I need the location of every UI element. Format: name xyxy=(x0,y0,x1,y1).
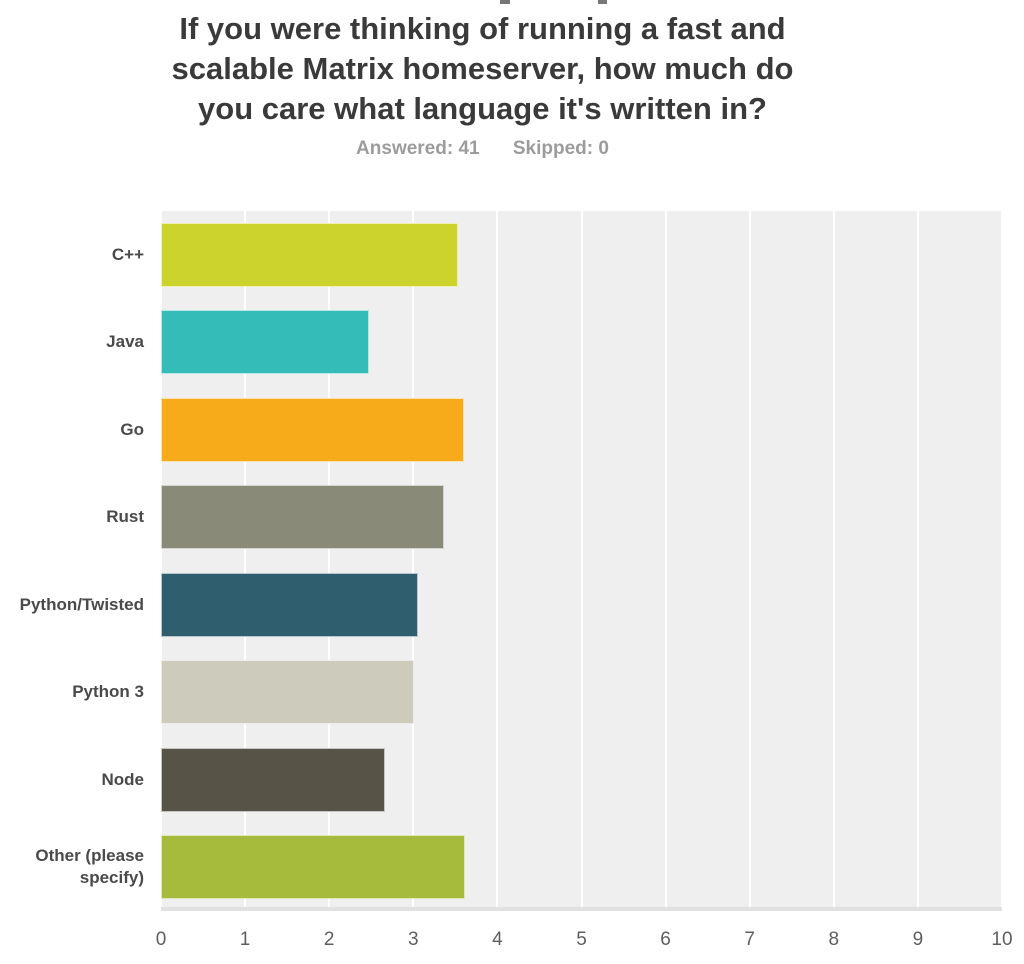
bar xyxy=(161,660,415,724)
clipped-text-artifact xyxy=(598,0,607,4)
response-summary: Answered: 41 Skipped: 0 xyxy=(0,138,965,160)
x-axis-tick-label: 2 xyxy=(323,929,335,950)
bar xyxy=(161,835,466,899)
bar xyxy=(161,485,445,549)
bar xyxy=(161,397,464,462)
question-title-line: you care what language it's written in? xyxy=(198,91,767,126)
x-axis-labels: 0 1 2 3 4 5 6 7 8 9 10 xyxy=(156,929,1013,953)
skipped-count: Skipped: 0 xyxy=(512,138,609,159)
category-label: Rust xyxy=(106,507,144,527)
gridline xyxy=(496,211,499,907)
x-axis-tick-label: 10 xyxy=(991,929,1013,950)
category-label: Java xyxy=(106,332,144,352)
category-label: C++ xyxy=(111,244,144,264)
x-axis-tick-label: 7 xyxy=(744,929,755,950)
category-label: Python 3 xyxy=(72,682,144,702)
category-label: Node xyxy=(101,769,145,789)
gridline xyxy=(1001,211,1003,907)
answered-count: Answered: 41 xyxy=(356,138,480,159)
gridline xyxy=(748,211,751,907)
x-axis-tick-label: 1 xyxy=(239,929,251,950)
plot-area xyxy=(160,211,1003,911)
question-title-line: scalable Matrix homeserver, how much do xyxy=(171,51,794,86)
gridline xyxy=(412,211,415,907)
x-axis-tick-label: 0 xyxy=(155,929,167,950)
question-title: If you were thinking of running a fast a… xyxy=(0,9,965,129)
x-axis-tick-label: 3 xyxy=(408,929,419,950)
category-label: Other (please specify) xyxy=(35,846,144,888)
bar xyxy=(161,310,369,374)
gridline xyxy=(160,211,162,907)
category-axis-labels: C++ Java Go Rust Python/Twisted Python 3 Node O… xyxy=(0,211,148,911)
x-axis-tick-label: 6 xyxy=(660,929,671,950)
category-label: Python/Twisted xyxy=(19,594,144,614)
gridline xyxy=(580,211,583,907)
category-label: Go xyxy=(120,419,144,439)
clipped-text-artifact xyxy=(500,0,510,4)
gridline xyxy=(328,211,331,907)
bar xyxy=(161,572,419,637)
bar xyxy=(161,222,458,287)
gridline xyxy=(664,211,667,907)
x-axis-tick-label: 8 xyxy=(828,929,840,950)
x-axis-tick-label: 5 xyxy=(576,929,587,950)
gridline xyxy=(244,211,247,907)
x-axis-tick-label: 9 xyxy=(912,929,924,950)
chart-header: If you were thinking of running a fast a… xyxy=(0,0,965,160)
gridline xyxy=(832,211,835,907)
question-title-line: If you were thinking of running a fast a… xyxy=(179,11,786,46)
bar xyxy=(161,747,385,812)
x-axis-tick-label: 4 xyxy=(492,929,503,950)
gridline xyxy=(916,211,919,907)
